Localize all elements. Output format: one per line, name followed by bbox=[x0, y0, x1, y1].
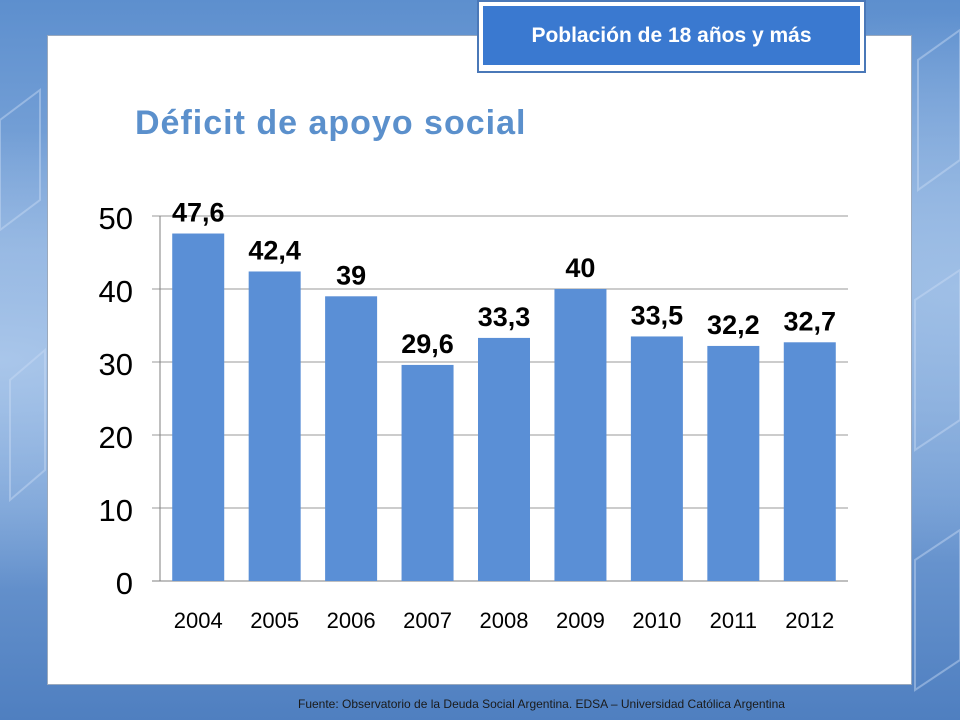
x-tick-label: 2004 bbox=[174, 608, 223, 633]
x-tick-label: 2007 bbox=[403, 608, 452, 633]
bar bbox=[325, 296, 378, 581]
bar bbox=[248, 271, 301, 581]
bar bbox=[554, 289, 607, 581]
bar bbox=[783, 342, 836, 581]
bar bbox=[401, 364, 454, 581]
y-tick-label: 0 bbox=[116, 566, 133, 601]
source-note: Fuente: Observatorio de la Deuda Social … bbox=[298, 697, 785, 711]
bar bbox=[478, 337, 530, 581]
data-label: 33,5 bbox=[631, 300, 684, 330]
data-label: 39 bbox=[336, 260, 366, 290]
x-tick-label: 2009 bbox=[556, 608, 605, 633]
y-tick-label: 30 bbox=[99, 347, 133, 382]
x-tick-label: 2008 bbox=[480, 608, 529, 633]
x-tick-label: 2012 bbox=[785, 608, 834, 633]
x-tick-label: 2005 bbox=[250, 608, 299, 633]
bar bbox=[707, 345, 760, 581]
data-label: 40 bbox=[565, 253, 595, 283]
data-label: 42,4 bbox=[248, 235, 301, 265]
data-label: 33,3 bbox=[478, 302, 531, 332]
data-label: 47,6 bbox=[172, 198, 225, 228]
y-tick-label: 50 bbox=[99, 201, 133, 236]
data-label: 29,6 bbox=[401, 329, 454, 359]
population-badge: Población de 18 años y más bbox=[477, 0, 866, 73]
data-label: 32,7 bbox=[783, 306, 836, 336]
x-tick-label: 2011 bbox=[710, 608, 757, 633]
bar bbox=[172, 233, 225, 581]
y-tick-label: 20 bbox=[99, 420, 133, 455]
x-tick-label: 2006 bbox=[327, 608, 376, 633]
bar bbox=[630, 336, 683, 581]
y-tick-label: 10 bbox=[99, 493, 133, 528]
x-tick-label: 2010 bbox=[632, 608, 681, 633]
y-tick-label: 40 bbox=[99, 274, 133, 309]
data-label: 32,2 bbox=[707, 310, 760, 340]
population-badge-label: Población de 18 años y más bbox=[483, 6, 860, 65]
chart-title: Déficit de apoyo social bbox=[135, 104, 527, 142]
